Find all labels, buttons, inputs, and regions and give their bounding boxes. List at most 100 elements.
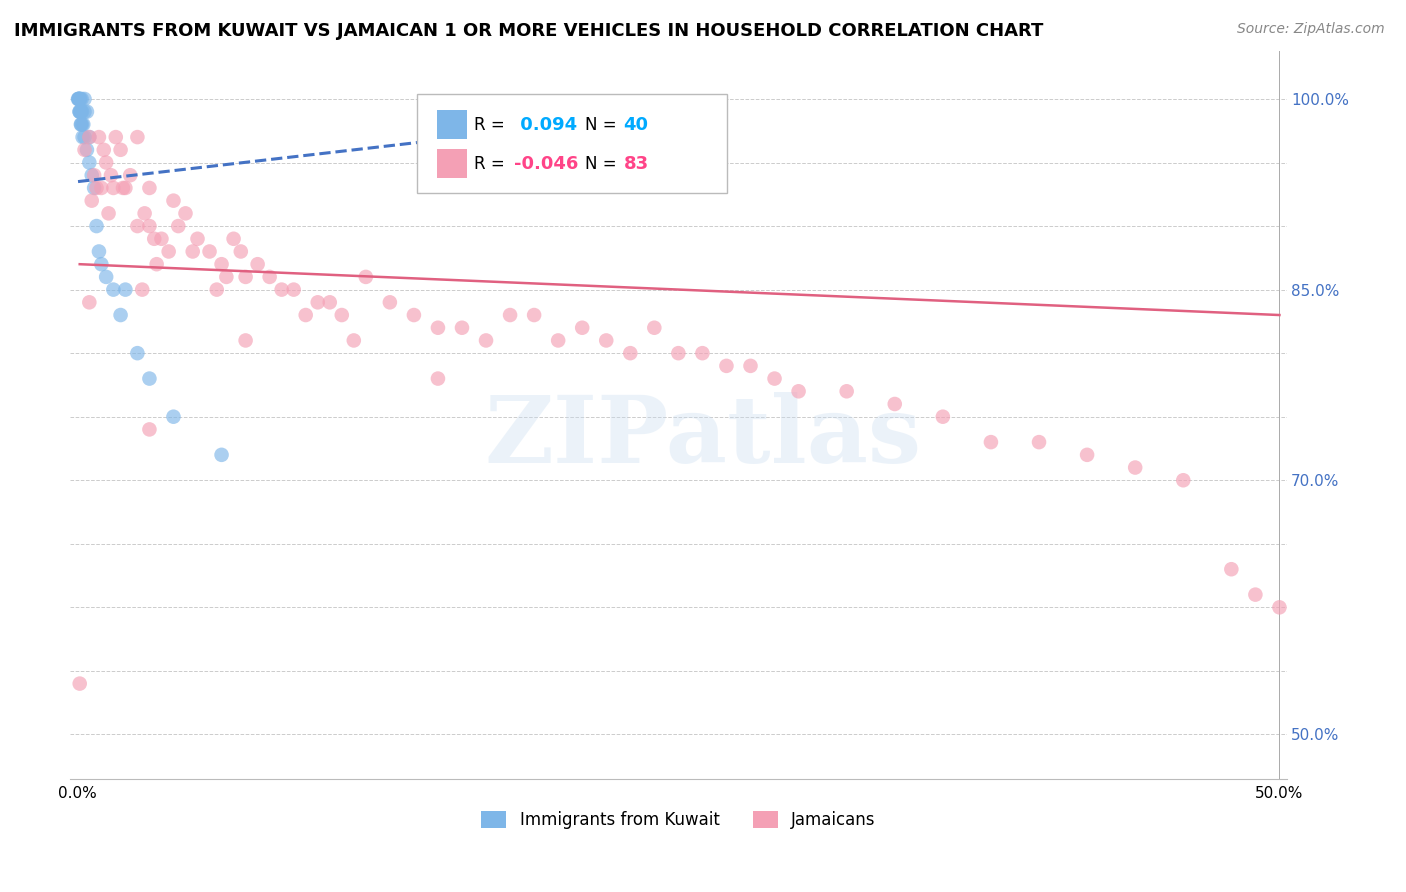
FancyBboxPatch shape bbox=[416, 95, 727, 193]
Point bbox=[70, 117, 93, 131]
Point bbox=[80, 168, 103, 182]
Text: 0.094: 0.094 bbox=[515, 116, 578, 134]
Point bbox=[69, 92, 91, 106]
Point bbox=[72, 117, 94, 131]
Point bbox=[67, 92, 90, 106]
Point bbox=[73, 92, 96, 106]
Text: IMMIGRANTS FROM KUWAIT VS JAMAICAN 1 OR MORE VEHICLES IN HOUSEHOLD CORRELATION C: IMMIGRANTS FROM KUWAIT VS JAMAICAN 1 OR … bbox=[14, 22, 1043, 40]
Point bbox=[114, 181, 136, 195]
Point bbox=[167, 219, 190, 233]
Point bbox=[120, 168, 142, 182]
Point bbox=[270, 283, 292, 297]
Point bbox=[692, 346, 714, 360]
Point bbox=[70, 117, 93, 131]
Point bbox=[83, 168, 105, 182]
Point bbox=[1123, 460, 1146, 475]
Point bbox=[198, 244, 221, 259]
Point bbox=[111, 181, 134, 195]
Point bbox=[73, 104, 96, 119]
Point bbox=[79, 130, 101, 145]
Point bbox=[86, 219, 108, 233]
FancyBboxPatch shape bbox=[437, 149, 467, 178]
Point bbox=[354, 269, 377, 284]
Point bbox=[93, 143, 115, 157]
Text: R =: R = bbox=[474, 116, 510, 134]
Point bbox=[79, 155, 101, 169]
Point bbox=[932, 409, 955, 424]
Point bbox=[716, 359, 738, 373]
Point bbox=[343, 334, 366, 348]
Point bbox=[150, 232, 173, 246]
Point bbox=[283, 283, 305, 297]
Point bbox=[73, 143, 96, 157]
Text: 40: 40 bbox=[624, 116, 648, 134]
Point bbox=[127, 346, 149, 360]
Point bbox=[103, 181, 125, 195]
Point bbox=[426, 320, 449, 334]
Point bbox=[307, 295, 329, 310]
FancyBboxPatch shape bbox=[437, 110, 467, 139]
Point bbox=[186, 232, 208, 246]
Point bbox=[499, 308, 522, 322]
Point bbox=[69, 104, 91, 119]
Point bbox=[67, 92, 90, 106]
Text: -0.046: -0.046 bbox=[515, 155, 578, 173]
Point bbox=[131, 283, 153, 297]
Point bbox=[67, 92, 90, 106]
Point bbox=[69, 104, 91, 119]
Text: Source: ZipAtlas.com: Source: ZipAtlas.com bbox=[1237, 22, 1385, 37]
Point bbox=[143, 232, 166, 246]
Point bbox=[475, 334, 498, 348]
Point bbox=[835, 384, 858, 399]
Point bbox=[69, 676, 91, 690]
Point bbox=[134, 206, 156, 220]
Point bbox=[211, 257, 233, 271]
Point bbox=[1173, 473, 1195, 487]
Point bbox=[127, 130, 149, 145]
Point bbox=[319, 295, 342, 310]
Point bbox=[883, 397, 905, 411]
Point bbox=[87, 130, 110, 145]
Point bbox=[205, 283, 228, 297]
Point bbox=[72, 130, 94, 145]
Point bbox=[222, 232, 245, 246]
Point bbox=[181, 244, 204, 259]
Point bbox=[97, 206, 120, 220]
Point bbox=[1220, 562, 1243, 576]
Point bbox=[174, 206, 197, 220]
Point bbox=[595, 334, 617, 348]
Point bbox=[70, 104, 93, 119]
Point bbox=[138, 219, 160, 233]
Point bbox=[740, 359, 762, 373]
Point bbox=[138, 181, 160, 195]
Point bbox=[100, 168, 122, 182]
Text: ZIPatlas: ZIPatlas bbox=[484, 392, 921, 482]
Point bbox=[259, 269, 281, 284]
Point bbox=[1268, 600, 1291, 615]
Point bbox=[90, 181, 112, 195]
Point bbox=[110, 143, 132, 157]
Point bbox=[643, 320, 665, 334]
Point bbox=[69, 104, 91, 119]
Point bbox=[138, 422, 160, 436]
Point bbox=[67, 92, 90, 106]
Point bbox=[619, 130, 641, 145]
Point bbox=[246, 257, 269, 271]
Point bbox=[66, 92, 89, 106]
Point bbox=[86, 181, 108, 195]
Point bbox=[211, 448, 233, 462]
Point bbox=[619, 346, 641, 360]
Point bbox=[80, 194, 103, 208]
Point bbox=[162, 409, 184, 424]
Point bbox=[229, 244, 252, 259]
Point bbox=[1028, 435, 1050, 450]
Point bbox=[162, 194, 184, 208]
Point bbox=[294, 308, 316, 322]
Point bbox=[70, 104, 93, 119]
Point bbox=[666, 346, 689, 360]
Point bbox=[980, 435, 1002, 450]
Point bbox=[87, 244, 110, 259]
Text: N =: N = bbox=[585, 155, 621, 173]
Point bbox=[70, 117, 93, 131]
Point bbox=[79, 130, 101, 145]
